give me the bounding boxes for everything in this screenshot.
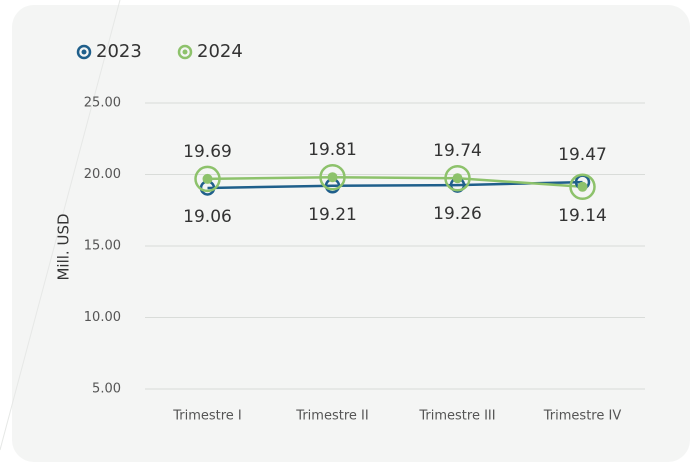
y-tick-label: 10.00: [84, 310, 121, 325]
card: [12, 5, 690, 462]
y-tick-label: 20.00: [84, 167, 121, 182]
point: [319, 163, 346, 191]
data-label: 19.26: [433, 204, 482, 224]
point-dot: [202, 173, 213, 184]
y-tick-label: 25.00: [84, 96, 121, 111]
y-tick-label: 15.00: [84, 239, 121, 254]
data-label: 19.21: [308, 205, 357, 225]
data-label: 19.47: [558, 145, 607, 165]
point: [194, 165, 221, 193]
decor-line: [0, 0, 121, 451]
legend-marker-dot: [81, 49, 87, 55]
y-tick-label: 5.00: [92, 382, 121, 397]
point: [444, 164, 471, 192]
x-tick-label: Trimestre I: [172, 409, 242, 424]
legend-label: 2023: [96, 41, 142, 62]
data-label: 19.81: [308, 140, 357, 160]
data-label: 19.74: [433, 141, 482, 161]
legend-marker: [76, 44, 92, 60]
x-tick-label: Trimestre II: [295, 409, 368, 424]
data-label: 19.06: [183, 207, 232, 227]
point-dot: [327, 172, 338, 183]
legend-marker: [177, 44, 193, 60]
data-label: 19.14: [558, 206, 607, 226]
legend-marker-dot: [182, 49, 188, 55]
point-dot: [452, 173, 463, 184]
point-dot: [577, 181, 588, 192]
series-line: [207, 175, 583, 189]
legend-label: 2024: [197, 41, 243, 62]
point: [569, 173, 596, 201]
x-tick-label: Trimestre IV: [543, 409, 622, 424]
y-axis-label: Mill. USD: [55, 213, 73, 280]
x-tick-label: Trimestre III: [418, 409, 495, 424]
data-label: 19.69: [183, 142, 232, 162]
